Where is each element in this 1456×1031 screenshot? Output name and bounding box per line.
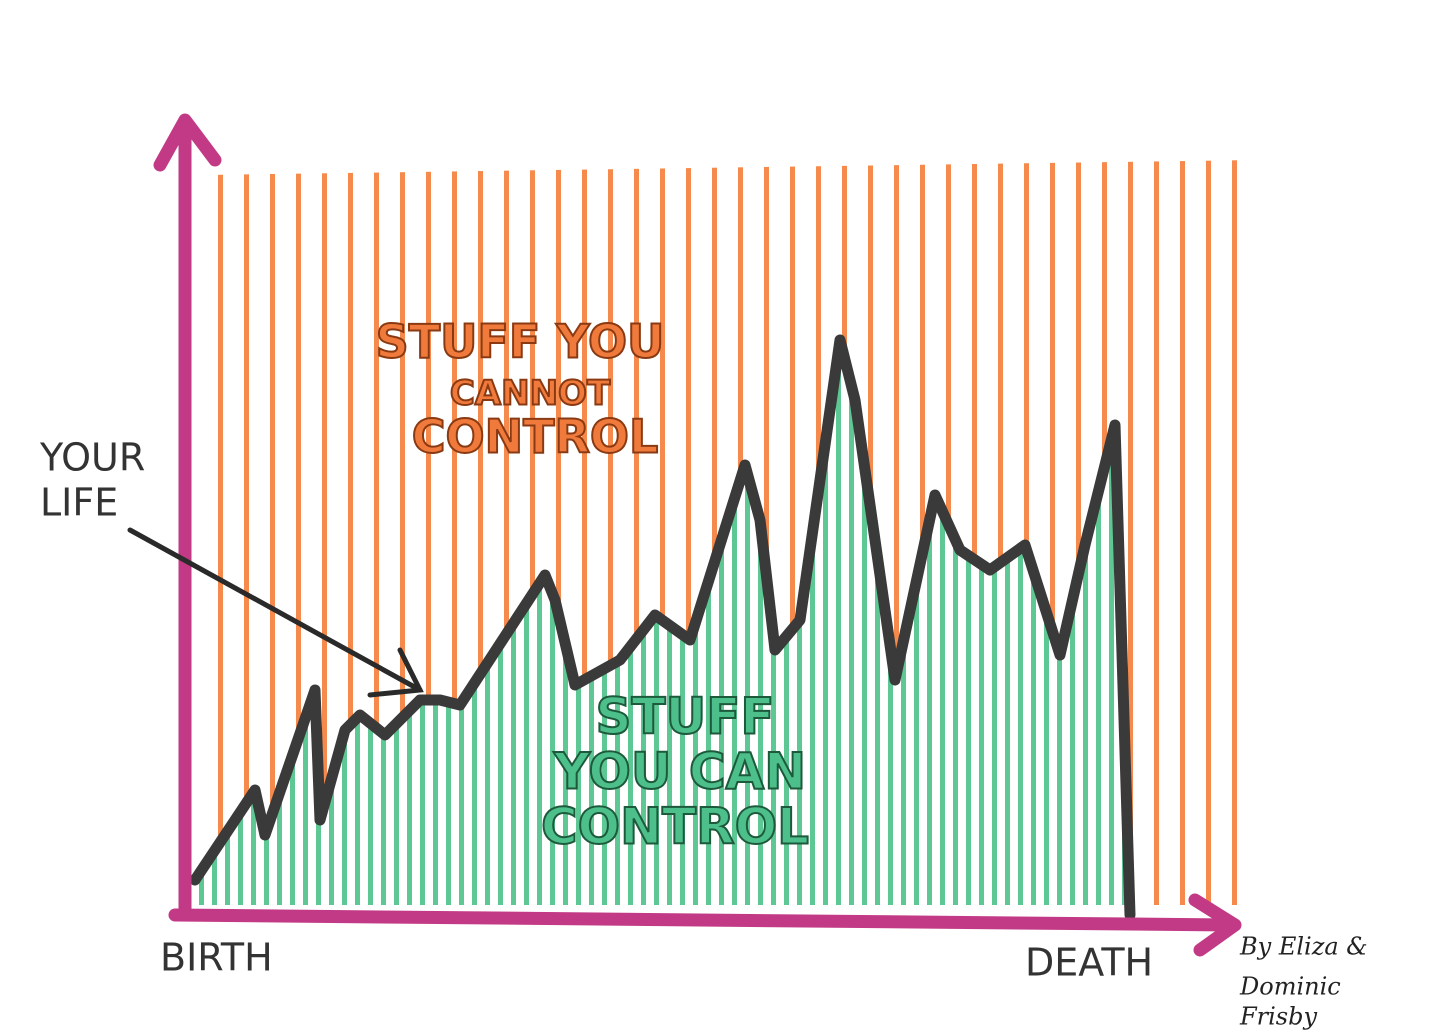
credit: Dominic — [1239, 973, 1341, 1001]
credit: Frisby — [1239, 1003, 1317, 1031]
your-life-label: LIFE — [40, 481, 118, 525]
can-control-label: CONTROL — [541, 798, 809, 856]
can-control-label: YOU CAN — [553, 743, 806, 801]
can-control-label: STUFF — [595, 688, 774, 746]
cannot-control-label: STUFF YOU — [376, 315, 665, 369]
birth-label: BIRTH — [160, 936, 273, 980]
cannot-control-label: CONTROL — [412, 410, 659, 464]
credit: By Eliza & — [1239, 933, 1368, 961]
life-pointer — [127, 527, 424, 698]
axes — [153, 113, 1242, 957]
life-line — [189, 334, 1136, 921]
cannot-control-label: CANNOT — [450, 374, 611, 414]
your-life-label: YOUR — [39, 436, 145, 480]
death-label: DEATH — [1025, 941, 1153, 985]
